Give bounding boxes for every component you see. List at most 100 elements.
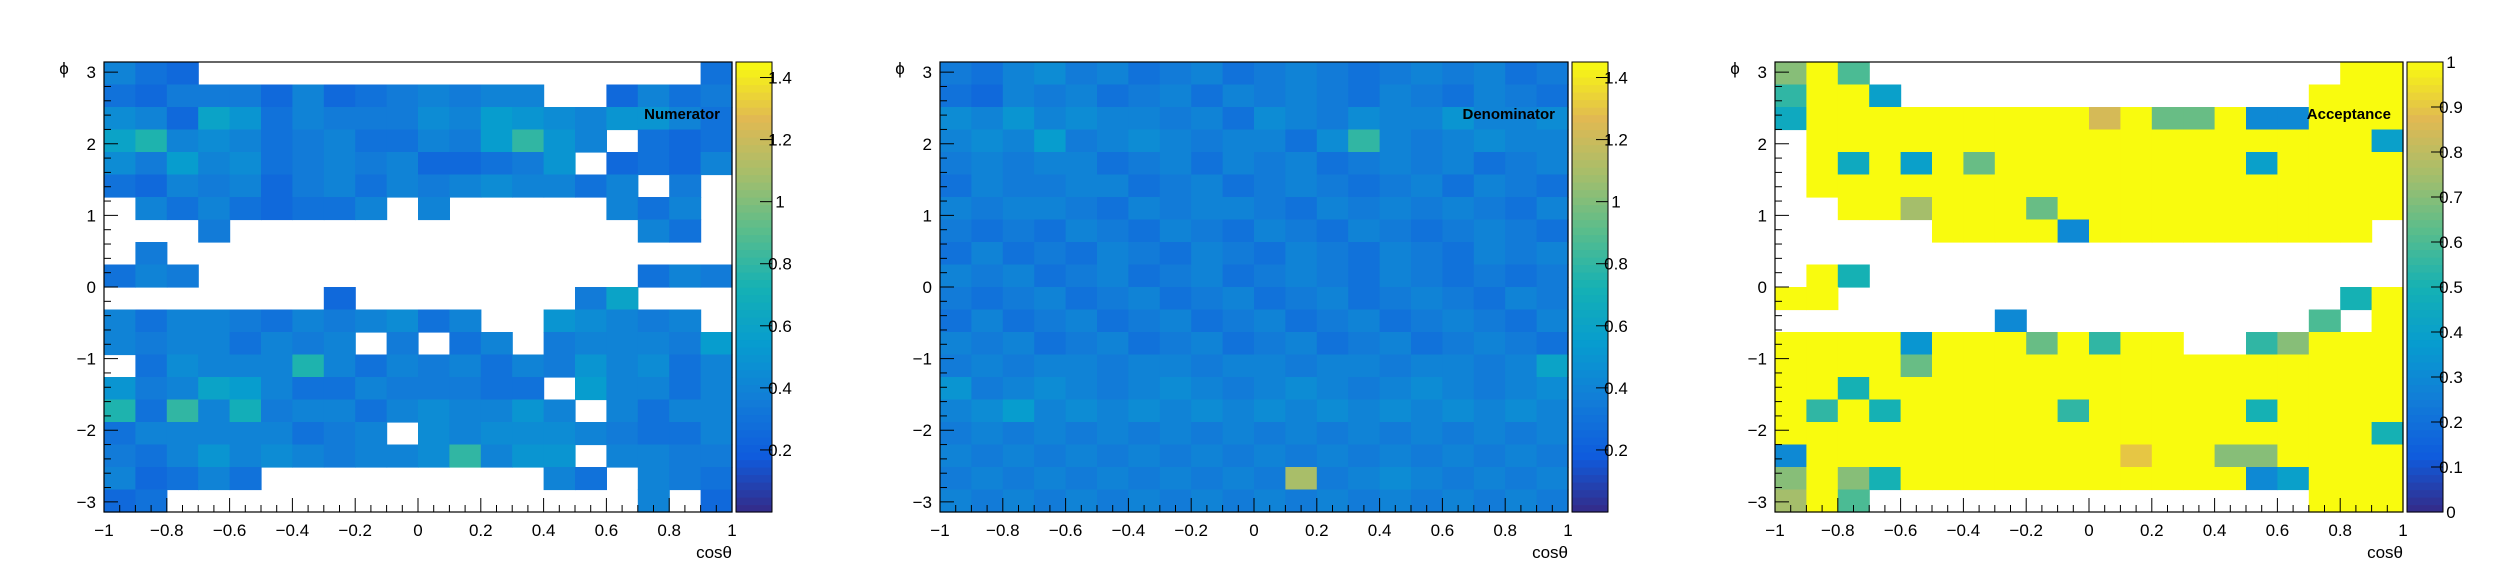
heatmap-cell xyxy=(1097,264,1129,288)
color-bar-segment xyxy=(736,489,772,498)
heatmap-cell xyxy=(1932,197,1964,221)
heatmap-cell xyxy=(2026,129,2059,153)
heatmap-cell xyxy=(1191,107,1224,131)
heatmap-cell xyxy=(418,107,450,131)
heatmap-cell xyxy=(166,444,199,468)
heatmap-cell xyxy=(2371,152,2404,176)
heatmap-cell xyxy=(1379,332,1412,356)
y-tick-label: −2 xyxy=(913,421,932,440)
heatmap-cell xyxy=(1379,287,1412,311)
heatmap-cell xyxy=(940,264,972,288)
z-tick-label: 0.6 xyxy=(1604,317,1628,336)
heatmap-cell xyxy=(1097,354,1129,378)
heatmap-cell xyxy=(480,332,513,356)
color-bar-segment xyxy=(2407,504,2443,513)
heatmap-cell xyxy=(575,467,607,491)
heatmap-cell xyxy=(1442,332,1475,356)
heatmap-cell xyxy=(700,152,733,176)
heatmap-cell xyxy=(543,152,576,176)
heatmap-cell xyxy=(1505,332,1538,356)
color-bar-segment xyxy=(736,452,772,461)
heatmap-cell xyxy=(1932,107,1964,131)
heatmap-cell xyxy=(1994,219,2027,243)
heatmap-cell xyxy=(700,332,733,356)
heatmap-cell xyxy=(355,174,388,198)
heatmap-cell xyxy=(1065,467,1098,491)
heatmap-cell xyxy=(1837,174,1870,198)
heatmap-cell xyxy=(2277,107,2310,131)
heatmap-cell xyxy=(1348,197,1381,221)
heatmap-cell xyxy=(940,197,972,221)
heatmap-cell xyxy=(2214,467,2247,491)
heatmap-cell xyxy=(1473,422,1506,446)
z-tick-label: 1.2 xyxy=(1604,131,1628,150)
heatmap-cell xyxy=(2026,399,2059,423)
heatmap-cell xyxy=(1442,219,1475,243)
heatmap-cell xyxy=(449,377,482,401)
heatmap-cell xyxy=(1285,264,1318,288)
y-tick-label: 2 xyxy=(87,135,96,154)
y-axis-title: ϕ xyxy=(1730,59,1740,78)
color-bar-segment xyxy=(2407,324,2443,333)
color-bar-segment xyxy=(1572,287,1608,296)
heatmap-cell xyxy=(2089,444,2121,468)
heatmap-cell xyxy=(2183,174,2216,198)
heatmap-cell xyxy=(2246,129,2278,153)
color-bar-segment xyxy=(736,219,772,228)
heatmap-cell xyxy=(1837,467,1870,491)
heatmap-cell xyxy=(1191,62,1224,86)
color-bar-segment xyxy=(2407,399,2443,408)
color-bar: 0.2 0.4 0.6 0.8 1 1.2 1.4 xyxy=(1571,61,1628,513)
heatmap-cell xyxy=(2026,152,2059,176)
heatmap-cell xyxy=(543,332,576,356)
heatmap-cell xyxy=(135,489,168,513)
heatmap-cell xyxy=(1505,489,1538,513)
heatmap-cell xyxy=(971,129,1004,153)
heatmap-cell xyxy=(1536,489,1569,513)
heatmap-cell xyxy=(1379,354,1412,378)
heatmap-cell xyxy=(2371,129,2404,153)
heatmap-cell xyxy=(1379,242,1412,266)
heatmap-cell xyxy=(543,309,576,333)
heatmap-cell xyxy=(261,107,293,131)
heatmap-cell xyxy=(1900,152,1933,176)
heatmap-cell xyxy=(543,444,576,468)
heatmap-cell xyxy=(1034,84,1067,108)
heatmap-cell xyxy=(1994,354,2027,378)
heatmap-cell xyxy=(418,354,450,378)
heatmap-cell xyxy=(1254,377,1286,401)
heatmap-cells xyxy=(1775,62,2404,513)
heatmap-cell xyxy=(1379,377,1412,401)
color-bar-segment xyxy=(1572,497,1608,506)
heatmap-cell xyxy=(606,354,639,378)
heatmap-cell xyxy=(1411,219,1443,243)
heatmap-cell xyxy=(1159,62,1192,86)
heatmap-cell xyxy=(386,354,419,378)
heatmap-cell xyxy=(2277,197,2310,221)
x-tick-label: −0.2 xyxy=(1174,521,1208,540)
color-bar-segment xyxy=(1572,354,1608,363)
heatmap-cell xyxy=(2057,444,2090,468)
heatmap-cell xyxy=(1379,422,1412,446)
heatmap-cell xyxy=(1316,84,1349,108)
heatmap-cell xyxy=(166,107,199,131)
heatmap-cell xyxy=(971,332,1004,356)
heatmap-cell xyxy=(1097,174,1129,198)
heatmap-cell xyxy=(940,377,972,401)
heatmap-cell xyxy=(1254,219,1286,243)
heatmap-cell xyxy=(1002,219,1035,243)
heatmap-cell xyxy=(135,399,168,423)
color-bar-segment xyxy=(1572,324,1608,333)
heatmap-cell xyxy=(1900,467,1933,491)
heatmap-cell xyxy=(1536,107,1569,131)
heatmap-cell xyxy=(1191,399,1224,423)
heatmap-cell xyxy=(2214,197,2247,221)
heatmap-cell xyxy=(1806,62,1839,86)
color-bar-segment xyxy=(736,212,772,221)
color-bar-segment xyxy=(736,272,772,281)
heatmap-cell xyxy=(1254,287,1286,311)
y-tick-label: 2 xyxy=(1758,135,1767,154)
heatmap-cell xyxy=(1536,422,1569,446)
heatmap-cell xyxy=(1379,152,1412,176)
heatmap-cell xyxy=(1806,354,1839,378)
